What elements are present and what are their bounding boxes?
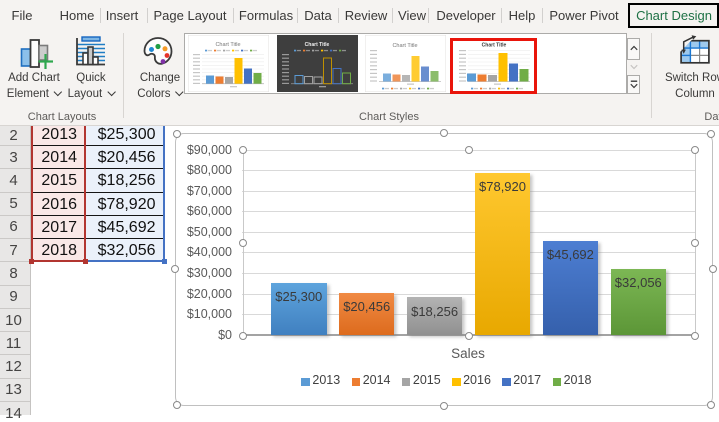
svg-text:Chart Title: Chart Title — [482, 43, 507, 49]
svg-text:Chart Title: Chart Title — [304, 42, 329, 48]
svg-text:Chart Title: Chart Title — [215, 42, 240, 48]
svg-text:Chart Title: Chart Title — [393, 43, 418, 49]
